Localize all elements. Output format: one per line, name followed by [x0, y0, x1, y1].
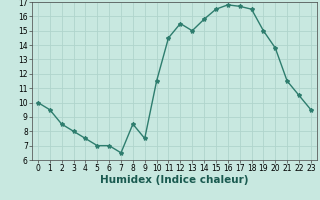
X-axis label: Humidex (Indice chaleur): Humidex (Indice chaleur)	[100, 175, 249, 185]
